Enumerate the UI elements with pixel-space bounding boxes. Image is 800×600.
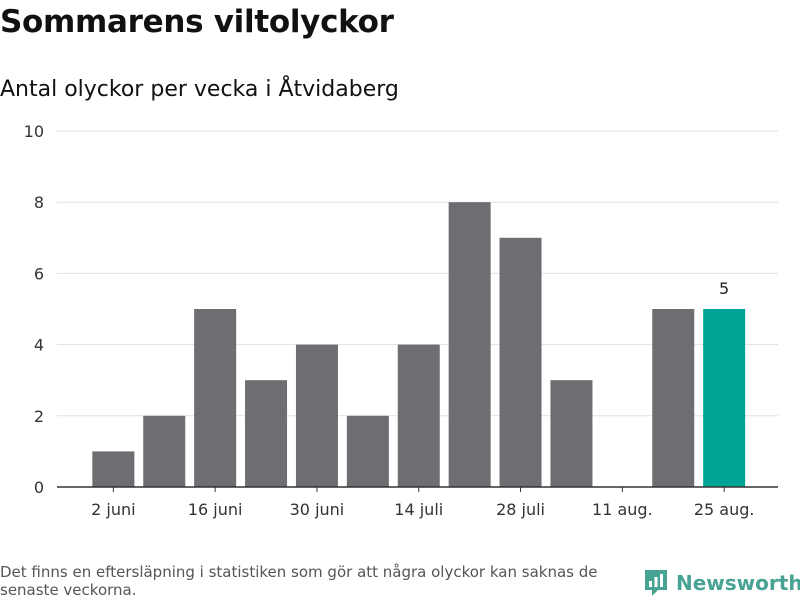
newsworthy-logo-icon	[645, 570, 667, 596]
bar	[245, 380, 288, 487]
bar	[652, 309, 695, 487]
chart-subtitle: Antal olyckor per vecka i Åtvidaberg	[0, 77, 399, 102]
x-tick-label: 16 juni	[188, 500, 243, 519]
bars	[92, 202, 746, 487]
bar-highlight	[703, 309, 746, 487]
y-axis-ticks: 0 2 4 6 8 10	[24, 122, 44, 497]
bar	[550, 380, 593, 487]
bar	[346, 415, 389, 487]
data-label: 5	[719, 279, 729, 298]
footnote: Det finns en eftersläpning i statistiken…	[0, 563, 598, 599]
x-tick-label: 2 juni	[91, 500, 135, 519]
bar	[295, 344, 338, 487]
y-tick-label: 6	[34, 264, 44, 283]
x-tick-label: 25 aug.	[694, 500, 755, 519]
y-tick-label: 10	[24, 122, 44, 141]
x-tick-label: 28 juli	[496, 500, 545, 519]
brand-name: Newsworthy	[676, 571, 800, 595]
bar	[143, 415, 186, 487]
bar-chart: 0 2 4 6 8 10 2 juni 16 juni 30 juni 14 juli 28 ju…	[24, 122, 778, 519]
y-tick-label: 0	[34, 478, 44, 497]
y-tick-label: 8	[34, 193, 44, 212]
bar	[448, 202, 491, 487]
chart-title: Sommarens viltolyckor	[0, 4, 394, 40]
y-tick-label: 4	[34, 336, 44, 355]
data-labels: 5	[719, 279, 729, 298]
bar	[92, 451, 135, 487]
x-tick-label: 11 aug.	[592, 500, 653, 519]
y-tick-label: 2	[34, 407, 44, 426]
bar	[194, 309, 237, 487]
x-axis-ticks: 2 juni 16 juni 30 juni 14 juli 28 juli 11 aug…	[91, 487, 754, 519]
bar	[499, 237, 542, 487]
brand[interactable]: Newsworthy	[643, 568, 800, 598]
x-tick-label: 14 juli	[394, 500, 443, 519]
bar	[397, 344, 440, 487]
x-tick-label: 30 juni	[290, 500, 345, 519]
